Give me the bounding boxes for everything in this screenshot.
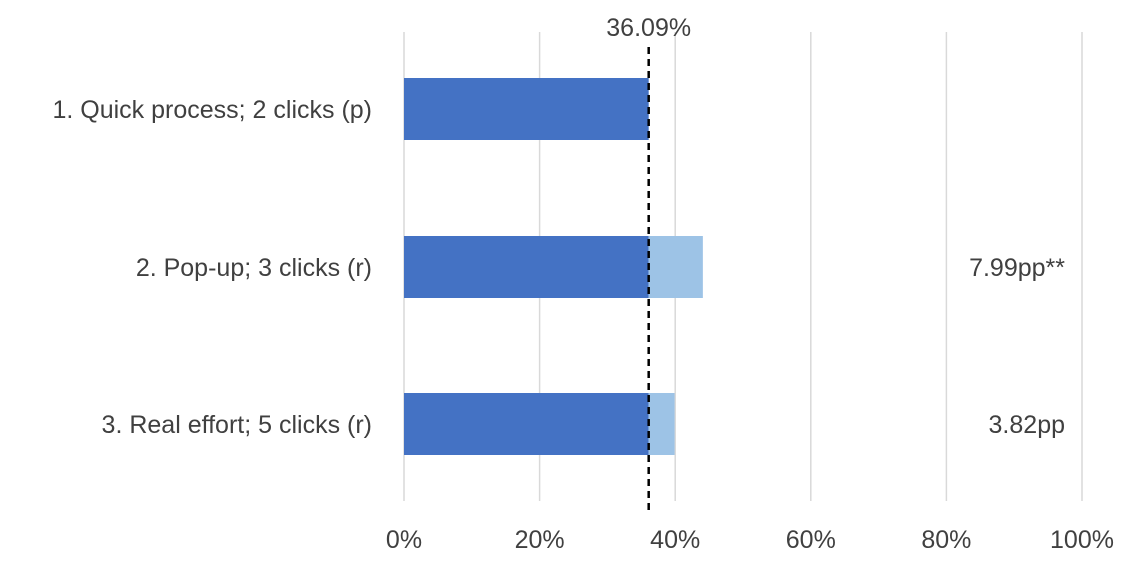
bar-base: [404, 236, 649, 298]
bar-increment: [648, 236, 703, 298]
data-label: 7.99pp**: [969, 254, 1065, 282]
x-tick-label: 0%: [386, 526, 422, 554]
x-tick-label: 100%: [1050, 526, 1114, 554]
labels: 0% 20% 40% 60% 80% 100% 1. Quick process; 2 cl…: [52, 14, 1114, 554]
x-tick-label: 40%: [650, 526, 700, 554]
bar-base: [404, 393, 649, 455]
x-tick-label: 60%: [786, 526, 836, 554]
category-label: 2. Pop-up; 3 clicks (r): [136, 254, 372, 282]
x-tick-label: 80%: [921, 526, 971, 554]
x-tick-label: 20%: [515, 526, 565, 554]
data-label: 3.82pp: [989, 411, 1065, 439]
bar-increment: [648, 393, 675, 455]
category-label: 1. Quick process; 2 clicks (p): [52, 96, 372, 124]
bar-base: [404, 78, 649, 140]
category-label: 3. Real effort; 5 clicks (r): [102, 411, 372, 439]
bars: [404, 78, 703, 455]
reference-line-label: 36.09%: [606, 14, 691, 42]
